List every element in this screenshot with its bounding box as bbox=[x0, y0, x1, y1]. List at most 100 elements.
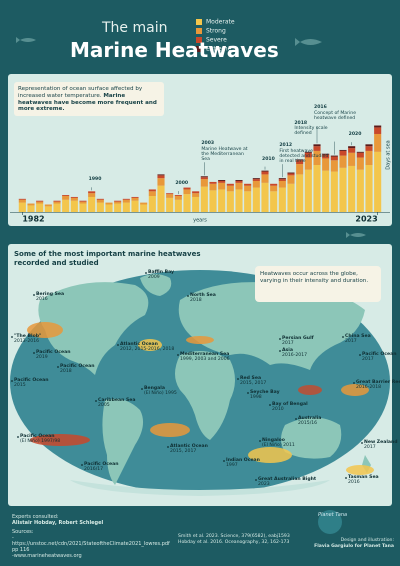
map-label: China Sea 2017 bbox=[345, 334, 371, 345]
bar-segment bbox=[313, 150, 321, 165]
logo-icon bbox=[318, 510, 342, 534]
annotation-year: 1990 bbox=[88, 177, 102, 183]
bar-segment bbox=[313, 144, 321, 147]
map-label-name: Red Sea bbox=[240, 376, 262, 381]
map-marker bbox=[57, 366, 59, 368]
map-label-years: 1997 bbox=[226, 463, 238, 469]
bar-segment bbox=[200, 176, 208, 178]
map-label: Bengala (El Niño) 1995 bbox=[144, 386, 177, 397]
bar-segment bbox=[70, 196, 78, 198]
bar-segment bbox=[261, 171, 269, 175]
map-marker bbox=[237, 378, 239, 380]
map-label-years: 2017 bbox=[345, 339, 357, 345]
bar-segment bbox=[374, 127, 382, 134]
bar-segment bbox=[356, 152, 364, 158]
bar-segment bbox=[114, 203, 122, 212]
map-label-name: Great Barrier Reef bbox=[356, 380, 400, 385]
heat-patch bbox=[150, 423, 190, 437]
bar-segment bbox=[235, 180, 243, 181]
bar-segment bbox=[27, 203, 35, 206]
bar-segment bbox=[226, 191, 234, 212]
map-marker bbox=[353, 382, 355, 384]
map-label-name: Pacific Ocean bbox=[20, 434, 55, 439]
heat-patch bbox=[30, 434, 90, 446]
map-label-years: (El Niño) 1995 bbox=[144, 391, 177, 397]
bar-segment bbox=[114, 201, 122, 204]
bar-segment bbox=[296, 159, 304, 161]
bar-segment bbox=[114, 200, 122, 202]
bar-segment bbox=[192, 191, 200, 194]
map-label-name: Pacific Ocean bbox=[84, 462, 119, 467]
bar-segment bbox=[330, 160, 338, 172]
map-label-name: Bering Sea bbox=[36, 292, 65, 297]
map-marker bbox=[81, 464, 83, 466]
map-label-years: (El Niño) 1997/98 bbox=[20, 439, 61, 445]
bar-segment bbox=[18, 198, 26, 200]
bar-segment bbox=[157, 178, 165, 186]
credit: Flavia Gargiulo for Planet Tana bbox=[314, 544, 394, 549]
map-marker bbox=[177, 354, 179, 356]
map-label-years: 2018 bbox=[190, 298, 202, 304]
legend-swatch bbox=[196, 46, 202, 52]
annotation: 2018 Intensity scale defined bbox=[294, 121, 338, 137]
bar-segment bbox=[339, 167, 347, 212]
bar-segment bbox=[209, 181, 217, 184]
y-axis-label: Days at sea bbox=[386, 140, 392, 169]
map-marker bbox=[117, 344, 119, 346]
map-label-years: 2018 bbox=[60, 369, 72, 375]
map-label: Asia 2016-2017 bbox=[282, 348, 307, 359]
bar-segment bbox=[131, 197, 139, 201]
bar-segment bbox=[157, 174, 165, 176]
world-map bbox=[10, 270, 390, 496]
bar-segment bbox=[313, 165, 321, 212]
map-label-years: 2017 bbox=[364, 445, 376, 451]
bar-segment bbox=[148, 189, 156, 192]
map-label: "The Blob" 2013-2016 bbox=[14, 334, 41, 345]
heat-patch bbox=[346, 465, 374, 475]
bar-segment bbox=[88, 193, 96, 197]
map-marker bbox=[33, 352, 35, 354]
bar-segment bbox=[296, 174, 304, 212]
bar-segment bbox=[252, 187, 260, 212]
bar-segment bbox=[374, 125, 382, 128]
map-label-years: 2017 bbox=[282, 341, 294, 347]
bar-segment bbox=[18, 199, 26, 203]
map-marker bbox=[342, 336, 344, 338]
annotation: 2010 bbox=[262, 157, 314, 162]
bar-segment bbox=[278, 180, 286, 188]
map-label-name: Indian Ocean bbox=[226, 458, 260, 463]
bar-segment bbox=[53, 203, 61, 212]
map-label-years: 2005 bbox=[98, 403, 110, 409]
bar-segment bbox=[348, 148, 356, 153]
map-label-name: New Zealand bbox=[364, 440, 398, 445]
bar-segment bbox=[62, 196, 70, 200]
annotation-year: 2003 bbox=[201, 141, 215, 147]
map-marker bbox=[145, 272, 147, 274]
reference: Hobday et al. 2016. Oceanography, 32, 16… bbox=[178, 540, 290, 545]
bar-segment bbox=[140, 202, 148, 205]
bar-segment bbox=[348, 152, 356, 166]
annotation-year: 2000 bbox=[175, 181, 189, 187]
bar-segment bbox=[287, 183, 295, 212]
bar-segment bbox=[287, 172, 295, 174]
map-marker bbox=[11, 380, 13, 382]
bar-segment bbox=[226, 183, 234, 186]
bar-segment bbox=[218, 182, 226, 190]
map-marker bbox=[359, 354, 361, 356]
bar-segment bbox=[278, 179, 286, 181]
map-label: Bay of Bengal 2010 bbox=[272, 402, 308, 413]
map-label-years: 2016-2017 bbox=[282, 353, 308, 359]
bar-segment bbox=[27, 205, 35, 212]
bar-segment bbox=[244, 191, 252, 212]
map-label-years: (El Niño) 2011 bbox=[262, 443, 295, 449]
map-marker bbox=[345, 477, 347, 479]
map-label: Red Sea 2015, 2017 bbox=[240, 376, 266, 387]
legend-label: Extreme bbox=[206, 46, 232, 53]
bar-segment bbox=[218, 180, 226, 183]
bar-segment bbox=[18, 202, 26, 212]
bar-segment bbox=[348, 146, 356, 149]
map-marker bbox=[255, 479, 257, 481]
bar-segment bbox=[79, 201, 87, 204]
bar-segment bbox=[270, 191, 278, 212]
